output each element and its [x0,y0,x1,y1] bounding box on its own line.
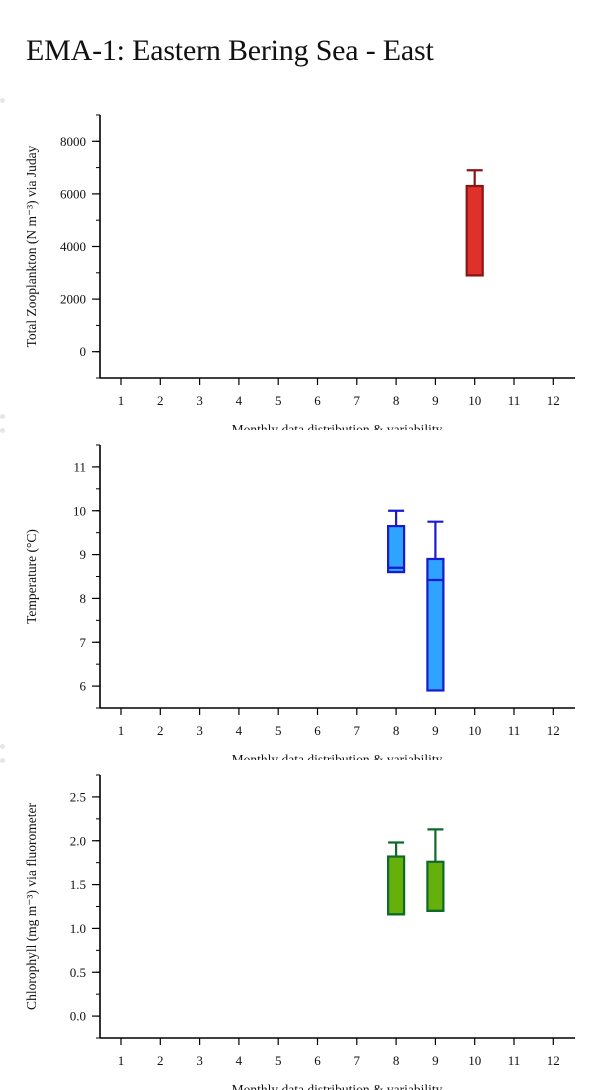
edge-dot [0,744,5,749]
x-tick-label: 1 [118,393,125,408]
chlorophyll-chart: 0.00.51.01.52.02.51 2 3 4 5 6 7 8 9 10 11 12Monthly… [24,774,575,1090]
y-tick-label: 0.0 [70,1009,86,1024]
x-tick-label: 6 [314,393,321,408]
y-tick-label: 8 [80,591,87,606]
x-tick-label: 10 [468,723,481,738]
x-tick-label: 3 [196,1053,203,1068]
x-tick-label: 3 [196,393,203,408]
x-tick-label: 2 [157,723,164,738]
x-tick-label: 11 [508,393,521,408]
x-tick-label: 3 [196,723,203,738]
edge-dot [0,428,5,433]
x-tick-label: 7 [354,393,361,408]
x-tick-label: 9 [432,723,439,738]
x-tick-label: 12 [547,723,560,738]
x-tick-label: 5 [275,723,282,738]
box-month-9 [426,520,445,692]
y-tick-label: 2000 [60,292,86,307]
x-tick-label: 7 [354,1053,361,1068]
x-tick-label: 10 [468,393,481,408]
x-tick-label: 9 [432,1053,439,1068]
x-tick-label: 10 [468,1053,481,1068]
iqr-box [465,184,484,277]
y-tick-label: 9 [80,547,87,562]
y-tick-label: 0.5 [70,965,86,980]
x-tick-label: 5 [275,1053,282,1068]
iqr-box [426,860,445,912]
x-tick-label: 11 [508,723,521,738]
y-tick-label: 1.5 [70,877,86,892]
x-tick-label: 7 [354,723,361,738]
x-tick-label: 9 [432,393,439,408]
x-tick-label: 6 [314,723,321,738]
x-tick-label: 4 [236,723,243,738]
x-tick-label: 8 [393,393,400,408]
x-axis-label: Monthly data distribution & variability [232,752,443,760]
y-tick-label: 11 [73,459,86,474]
x-tick-label: 2 [157,1053,164,1068]
x-axis-label: Monthly data distribution & variability [232,1082,443,1090]
edge-dot [0,98,5,103]
x-tick-label: 11 [508,1053,521,1068]
x-tick-label: 1 [118,723,125,738]
edge-dot [0,758,5,763]
iqr-box [426,557,445,692]
box-month-10 [465,169,484,277]
x-tick-label: 8 [393,723,400,738]
y-axis-label: Total Zooplankton (N m⁻³) via Juday [24,145,39,347]
x-tick-label: 5 [275,393,282,408]
box-month-8 [387,841,406,916]
iqr-box [387,524,406,574]
box-month-9 [426,828,445,912]
y-tick-label: 4000 [60,239,86,254]
x-axis-label: Monthly data distribution & variability [232,422,443,430]
edge-dot [0,414,5,419]
page-title: EMA-1: Eastern Bering Sea - East [26,34,434,67]
x-tick-label: 12 [547,1053,560,1068]
iqr-box [387,855,406,916]
x-tick-label: 12 [547,393,560,408]
y-axis-label: Chlorophyll (mg m⁻³) via fluorometer [24,803,39,1010]
box-month-8 [387,509,406,574]
x-tick-label: 8 [393,1053,400,1068]
x-tick-label: 6 [314,1053,321,1068]
y-tick-label: 2.5 [70,789,86,804]
y-tick-label: 7 [80,635,87,650]
y-tick-label: 6000 [60,186,86,201]
x-tick-label: 1 [118,1053,125,1068]
y-tick-label: 6 [80,679,87,694]
y-tick-label: 1.0 [70,921,86,936]
x-tick-label: 4 [236,1053,243,1068]
y-tick-label: 0 [80,344,87,359]
y-axis-label: Temperature (°C) [24,529,39,624]
y-tick-label: 2.0 [70,833,86,848]
y-tick-label: 8000 [60,134,86,149]
x-tick-label: 2 [157,393,164,408]
x-tick-label: 4 [236,393,243,408]
y-tick-label: 10 [73,503,86,518]
